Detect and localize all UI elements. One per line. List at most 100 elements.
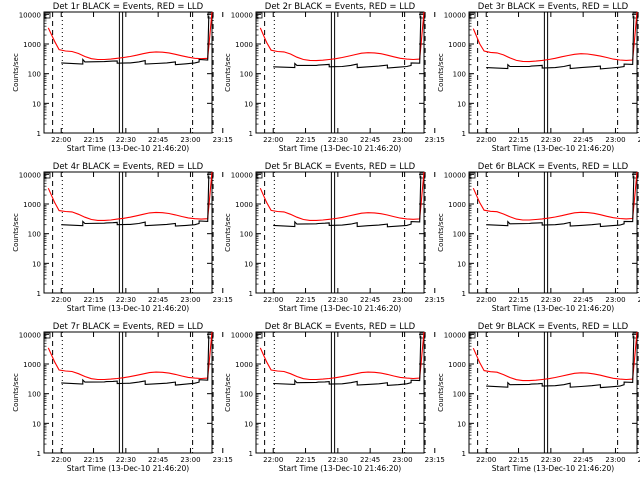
panel-title: Det 9r BLACK = Events, RED = LLD [478,322,629,332]
x-tick-label: 22:45 [148,296,168,304]
start-square-marker [256,12,263,19]
panel-title: Det 4r BLACK = Events, RED = LLD [53,162,204,172]
y-tick-label: 1 [249,450,253,458]
panel-title: Det 2r BLACK = Events, RED = LLD [265,2,416,12]
y-tick-label: 10 [457,260,466,268]
y-tick-label: 1 [37,290,41,298]
y-tick-label: 1000 [235,361,253,369]
x-tick-label: 23:00 [392,456,412,464]
panel-det-9: Det 9r BLACK = Events, RED = LLD 1 10 100 10… [437,322,640,473]
y-tick-label: 10000 [19,171,41,179]
plot-frame [43,171,213,294]
y-tick-label: 10 [457,100,466,108]
x-tick-label: 22:30 [116,136,136,144]
y-tick-label: 1000 [235,41,253,49]
x-tick-label: 22:00 [51,456,71,464]
y-tick-label: 1 [462,130,466,138]
series-events-line [486,175,635,228]
x-tick-label: 22:30 [328,296,348,304]
plot-frame [255,171,425,294]
x-tick-label: 22:45 [360,296,380,304]
x-tick-label: 22:15 [83,456,103,464]
series-lld-line [259,11,425,62]
x-tick-label: 22:45 [148,136,168,144]
y-tick-label: 10 [32,100,41,108]
y-axis-label: Counts/sec [437,53,445,92]
y-tick-label: 1000 [235,201,253,209]
y-tick-label: 100 [28,231,41,239]
x-tick-label: 22:45 [573,296,593,304]
start-square-marker [44,172,51,179]
y-axis-label: Counts/sec [224,213,232,252]
x-tick-label: 23:00 [180,456,200,464]
series-lld-line [259,171,425,221]
start-square-marker [469,12,476,19]
x-tick-label: 23:15 [425,136,445,144]
y-tick-label: 10000 [231,11,253,19]
series-events-line [273,15,422,69]
x-tick-label: 23:00 [180,136,200,144]
series-lld-line [47,11,213,61]
series-events-line [486,15,635,70]
panel-title: Det 3r BLACK = Events, RED = LLD [478,2,629,12]
series-lld-line [472,11,638,63]
x-tick-label: 23:15 [213,296,233,304]
x-tick-label: 22:45 [148,456,168,464]
plot-frame [255,331,425,454]
x-tick-label: 23:00 [605,296,625,304]
x-tick-label: 22:00 [476,296,496,304]
y-tick-label: 10000 [444,331,466,339]
end-square-marker [419,172,426,179]
y-tick-label: 100 [453,71,466,79]
x-axis-label: Start Time (13-Dec-10 21:46:20) [279,464,401,473]
x-tick-label: 22:45 [573,456,593,464]
x-tick-label: 23:15 [213,136,233,144]
y-axis-label: Counts/sec [224,373,232,412]
y-axis-label: Counts/sec [437,373,445,412]
start-square-marker [256,172,263,179]
x-axis-label: Start Time (13-Dec-10 21:46:20) [67,464,189,473]
x-tick-label: 22:30 [328,456,348,464]
panel-det-2: Det 2r BLACK = Events, RED = LLD 1 10 100 10… [224,2,445,153]
x-axis-label: Start Time (13-Dec-10 21:46:20) [67,304,189,313]
x-tick-label: 23:00 [605,456,625,464]
series-lld-line [259,331,425,381]
x-tick-label: 22:15 [508,136,528,144]
y-tick-label: 100 [453,231,466,239]
plot-frame [468,11,638,134]
y-tick-label: 10000 [444,171,466,179]
y-tick-label: 1000 [23,201,41,209]
x-tick-label: 22:00 [476,456,496,464]
y-tick-label: 10 [32,260,41,268]
start-square-marker [469,332,476,339]
y-tick-label: 100 [240,391,253,399]
panel-title: Det 7r BLACK = Events, RED = LLD [53,322,204,332]
x-tick-label: 23:15 [638,136,640,144]
y-axis-label: Counts/sec [12,53,20,92]
plot-frame [468,171,638,294]
x-tick-label: 22:15 [83,296,103,304]
x-tick-label: 22:30 [116,296,136,304]
x-tick-label: 23:15 [425,456,445,464]
x-tick-label: 23:15 [638,296,640,304]
start-square-marker [256,332,263,339]
end-square-marker [632,332,639,339]
y-tick-label: 10000 [19,331,41,339]
y-tick-label: 1000 [23,41,41,49]
y-tick-label: 1000 [448,41,466,49]
x-tick-label: 23:15 [213,456,233,464]
y-tick-label: 10000 [19,11,41,19]
x-tick-label: 23:00 [605,136,625,144]
y-tick-label: 1 [37,450,41,458]
panel-title: Det 8r BLACK = Events, RED = LLD [265,322,416,332]
y-tick-label: 10 [244,100,253,108]
y-tick-label: 10000 [231,171,253,179]
x-tick-label: 22:00 [51,296,71,304]
end-square-marker [207,332,214,339]
x-tick-label: 22:15 [295,136,315,144]
plot-frame [255,11,425,134]
x-tick-label: 22:30 [328,136,348,144]
panel-det-6: Det 6r BLACK = Events, RED = LLD 1 10 100 10… [437,162,640,313]
panel-det-8: Det 8r BLACK = Events, RED = LLD 1 10 100 10… [224,322,445,473]
y-tick-label: 100 [240,71,253,79]
